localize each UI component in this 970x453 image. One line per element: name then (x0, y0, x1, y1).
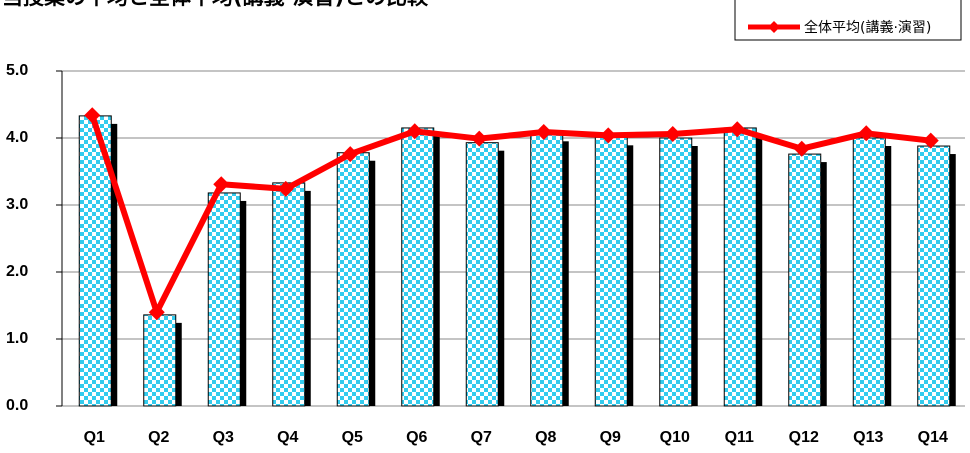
legend-marker (768, 21, 780, 33)
line-marker (793, 140, 810, 157)
bar (788, 153, 822, 407)
y-tick-label: 4.0 (6, 129, 28, 146)
line-marker (213, 176, 230, 193)
x-tick-label: Q4 (277, 429, 298, 446)
bar (852, 137, 886, 407)
x-tick-label: Q11 (725, 429, 754, 446)
line-marker (600, 127, 617, 144)
line-marker (535, 123, 552, 140)
bar (401, 127, 435, 407)
x-tick-label: Q7 (471, 429, 492, 446)
x-tick-label: Q2 (148, 429, 169, 446)
x-tick-label: Q1 (84, 429, 105, 446)
x-tick-label: Q12 (789, 429, 819, 446)
y-tick-label: 2.0 (6, 263, 28, 280)
line-marker (858, 125, 875, 142)
legend-box (734, 0, 962, 41)
line-marker (148, 304, 165, 321)
bar (207, 192, 241, 407)
chart-title: 当授業の平均と全体平均(講義·演習)との比較 (2, 0, 429, 9)
x-tick-label: Q3 (213, 429, 234, 446)
line-marker (729, 121, 746, 138)
bar (465, 142, 499, 407)
x-tick-label: Q14 (918, 429, 948, 446)
line-marker (406, 123, 423, 140)
y-tick-label: 1.0 (6, 330, 28, 347)
x-tick-label: Q6 (406, 429, 427, 446)
line-marker (664, 125, 681, 142)
line-marker (922, 132, 939, 149)
x-tick-label: Q5 (342, 429, 363, 446)
bar (917, 145, 951, 407)
legend: 全体平均(講義·演習) (734, 0, 962, 41)
bar (594, 136, 628, 407)
bar (272, 182, 306, 407)
bar (143, 314, 177, 407)
line-marker (277, 180, 294, 197)
bar (659, 137, 693, 407)
y-tick-label: 0.0 (6, 397, 28, 414)
line (89, 114, 932, 316)
x-tick-label: Q8 (535, 429, 556, 446)
line-marker (342, 146, 359, 163)
line-marker (471, 130, 488, 147)
bar (723, 127, 757, 407)
x-tick-label: Q10 (660, 429, 690, 446)
x-tick-label: Q9 (600, 429, 621, 446)
legend-label: 全体平均(講義·演習) (804, 19, 931, 36)
line-marker (84, 107, 101, 124)
bar (336, 152, 370, 407)
x-tick-label: Q13 (853, 429, 883, 446)
y-tick-label: 3.0 (6, 196, 28, 213)
bar (530, 132, 564, 407)
y-tick-label: 5.0 (6, 62, 28, 79)
